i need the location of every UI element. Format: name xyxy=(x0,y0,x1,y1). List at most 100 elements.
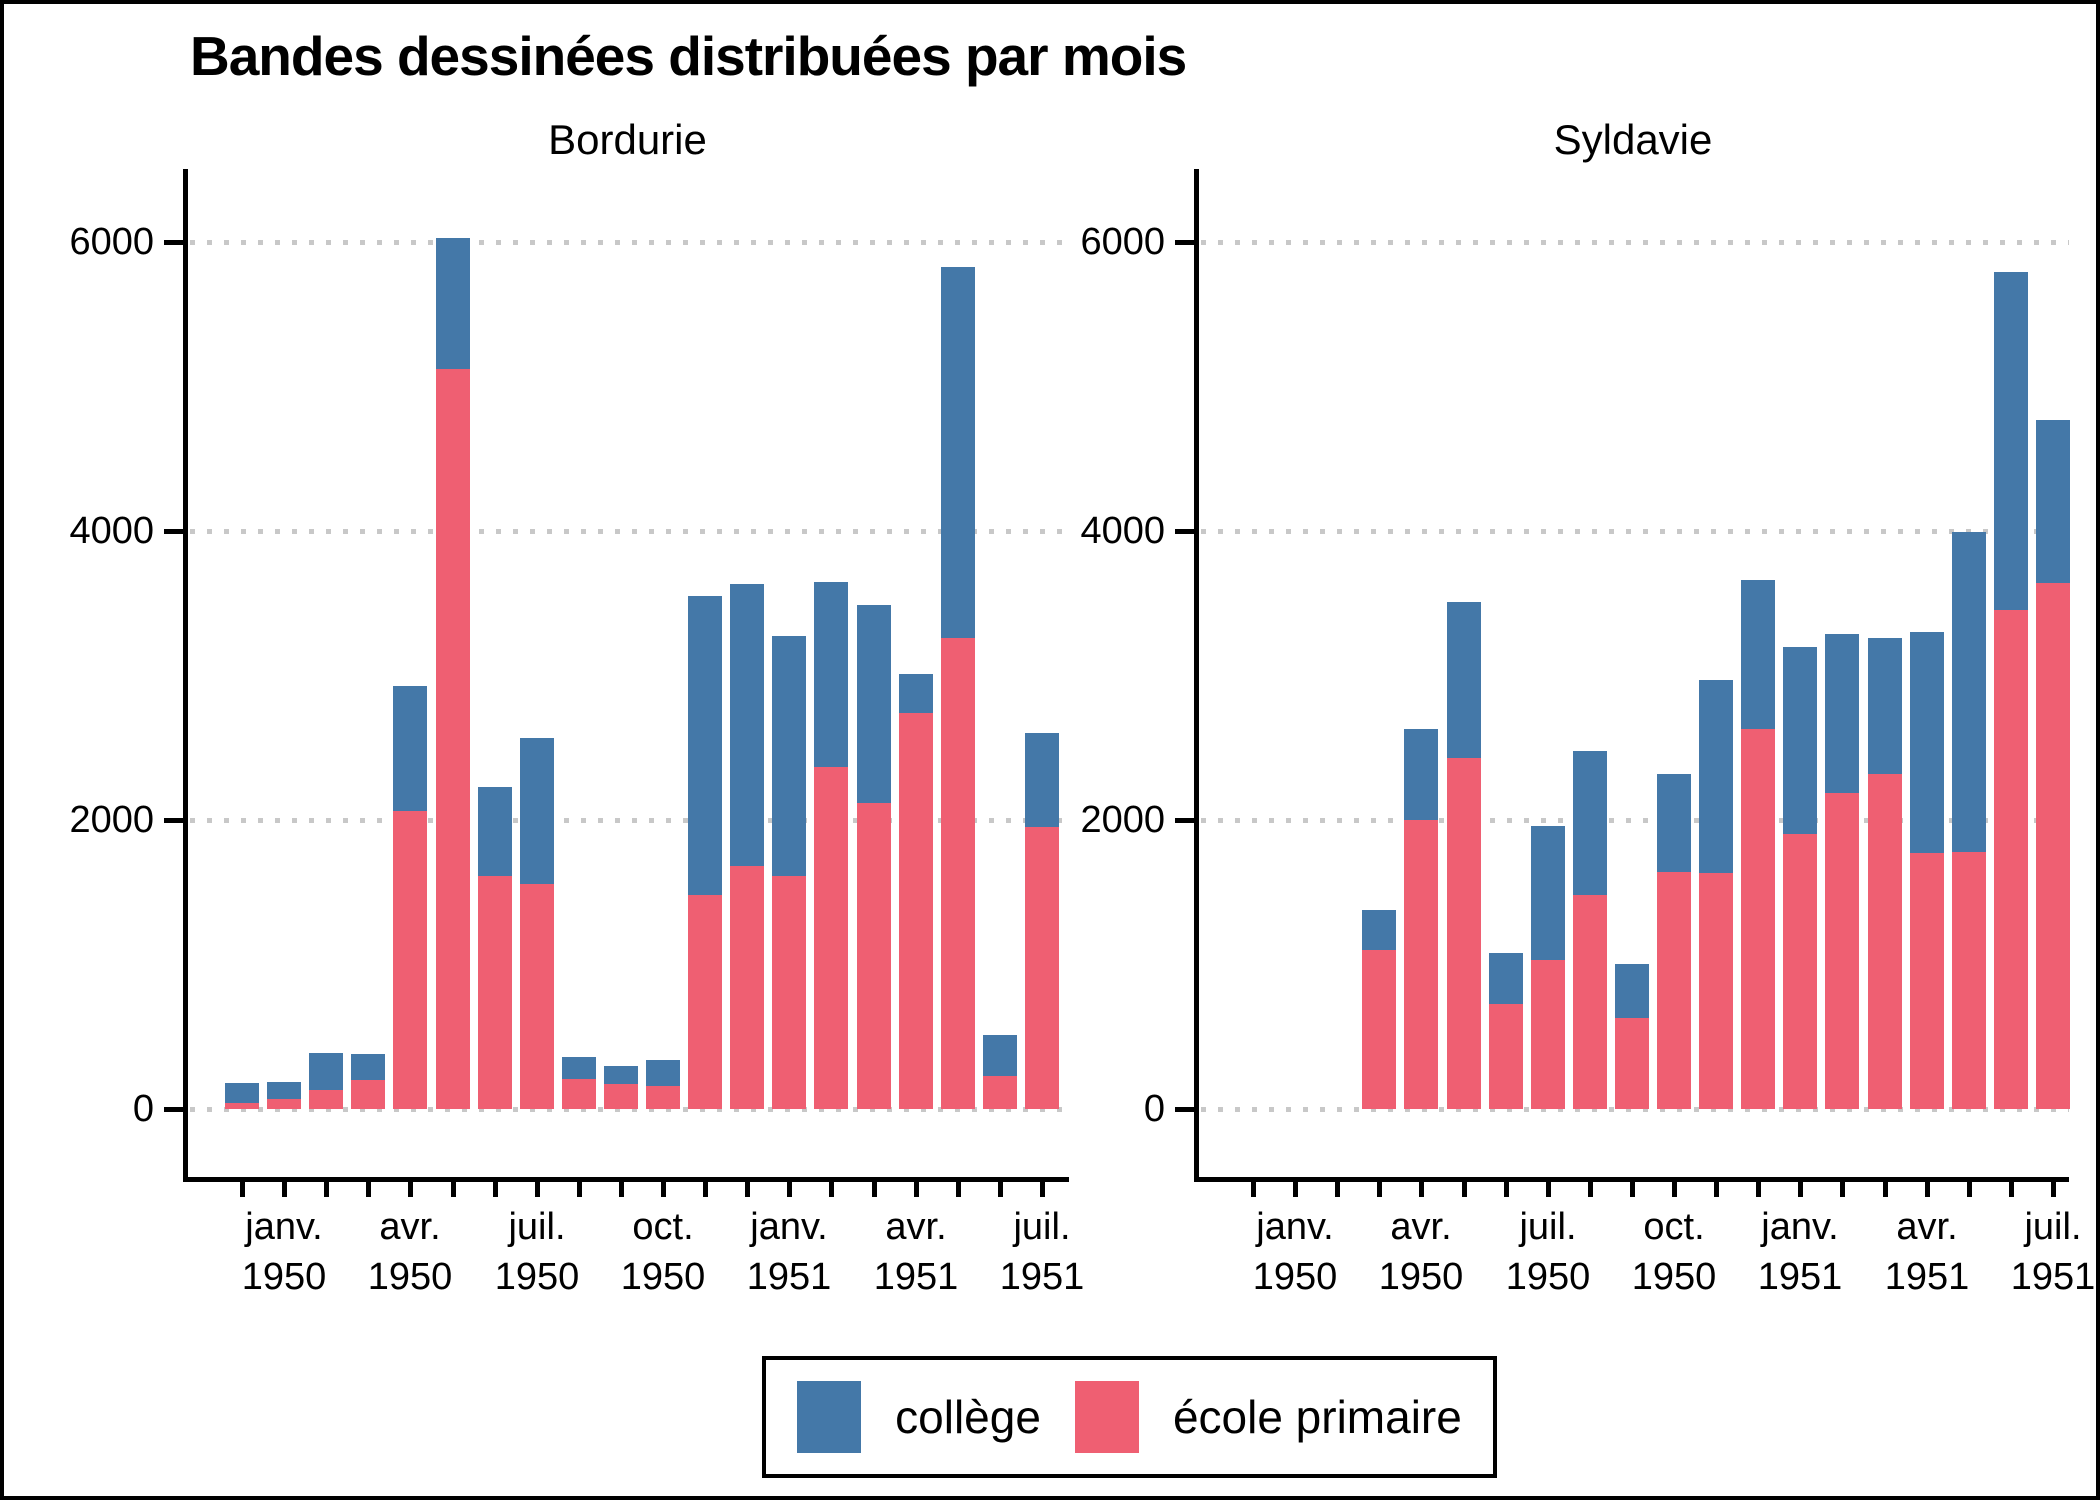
x-axis-label-avr. 1951: avr. 1951 xyxy=(873,1206,959,1298)
x-axis-tick-déc. 1950 xyxy=(745,1182,750,1197)
bar-Bordurie-sept. 1950-college xyxy=(604,1066,638,1084)
bar-Syldavie-juin 1951-college xyxy=(1994,272,2028,610)
x-axis-tick-juin 1951 xyxy=(998,1182,1003,1197)
legend-swatch-college xyxy=(797,1381,862,1453)
x-axis-tick-déc. 1949 xyxy=(1251,1182,1256,1197)
x-axis-tick-mars 1951 xyxy=(1883,1182,1888,1197)
y-axis xyxy=(183,169,188,1182)
y-axis-label-6000: 6000 xyxy=(69,221,154,263)
bar-Bordurie-juil. 1950-ecole-primaire xyxy=(520,884,554,1109)
x-axis-tick-janv. 1950 xyxy=(282,1182,287,1197)
bar-Syldavie-avr. 1950-college xyxy=(1404,729,1438,820)
y-axis-label-6000: 6000 xyxy=(1080,221,1165,263)
bar-Bordurie-mars 1950-college xyxy=(351,1054,385,1080)
bar-Bordurie-févr. 1951-college xyxy=(814,582,848,767)
x-axis xyxy=(1194,1177,2069,1182)
x-axis-tick-juil. 1951 xyxy=(1040,1182,1045,1197)
legend: collège école primaire xyxy=(762,1356,1497,1478)
x-axis-tick-janv. 1950 xyxy=(1293,1182,1298,1197)
bar-Syldavie-oct. 1950-ecole-primaire xyxy=(1657,872,1691,1109)
x-axis-tick-août 1950 xyxy=(577,1182,582,1197)
bar-Syldavie-avr. 1951-ecole-primaire xyxy=(1910,853,1944,1109)
chart-title: Bandes dessinées distribuées par mois xyxy=(190,25,1187,87)
y-axis-tick-0 xyxy=(1175,1107,1197,1112)
bar-Bordurie-avr. 1951-ecole-primaire xyxy=(899,713,933,1109)
bar-Syldavie-sept. 1950-ecole-primaire xyxy=(1615,1018,1649,1109)
bar-Syldavie-avr. 1950-ecole-primaire xyxy=(1404,820,1438,1109)
bar-Syldavie-juil. 1950-college xyxy=(1531,826,1565,960)
x-axis-tick-avr. 1950 xyxy=(408,1182,413,1197)
bar-Bordurie-nov. 1950-ecole-primaire xyxy=(688,895,722,1109)
bar-Bordurie-mars 1951-ecole-primaire xyxy=(857,803,891,1109)
y-axis-tick-2000 xyxy=(164,818,186,823)
y-axis-label-2000: 2000 xyxy=(69,799,154,841)
bar-Bordurie-janv. 1950-ecole-primaire xyxy=(267,1099,301,1109)
gridline-2000 xyxy=(190,818,1069,823)
bar-Syldavie-mai 1950-ecole-primaire xyxy=(1447,758,1481,1109)
bar-Bordurie-févr. 1950-ecole-primaire xyxy=(309,1090,343,1109)
bar-Syldavie-mars 1951-ecole-primaire xyxy=(1868,774,1902,1109)
bar-Bordurie-mars 1950-ecole-primaire xyxy=(351,1080,385,1109)
x-axis-label-juil. 1951: juil. 1951 xyxy=(999,1206,1085,1298)
x-axis-tick-oct. 1950 xyxy=(661,1182,666,1197)
x-axis-tick-févr. 1950 xyxy=(1335,1182,1340,1197)
gridline-2000 xyxy=(1201,818,2069,823)
x-axis-label-janv. 1951: janv. 1951 xyxy=(746,1206,832,1298)
gridline-6000 xyxy=(1201,240,2069,245)
x-axis-tick-sept. 1950 xyxy=(619,1182,624,1197)
gridline-6000 xyxy=(190,240,1069,245)
bar-Syldavie-mai 1951-college xyxy=(1952,532,1986,852)
bar-Syldavie-mai 1950-college xyxy=(1447,602,1481,758)
bar-Syldavie-juin 1951-ecole-primaire xyxy=(1994,610,2028,1109)
bar-Bordurie-oct. 1950-ecole-primaire xyxy=(646,1086,680,1109)
bar-Bordurie-févr. 1950-college xyxy=(309,1053,343,1090)
x-axis-label-avr. 1950: avr. 1950 xyxy=(367,1206,453,1298)
bar-Syldavie-mai 1951-ecole-primaire xyxy=(1952,852,1986,1109)
bar-Syldavie-mars 1950-ecole-primaire xyxy=(1362,950,1396,1109)
bar-Syldavie-oct. 1950-college xyxy=(1657,774,1691,872)
x-axis-label-janv. 1951: janv. 1951 xyxy=(1757,1206,1843,1298)
x-axis-tick-oct. 1950 xyxy=(1672,1182,1677,1197)
x-axis-tick-avr. 1951 xyxy=(914,1182,919,1197)
bar-Bordurie-oct. 1950-college xyxy=(646,1060,680,1086)
y-axis-label-2000: 2000 xyxy=(1080,799,1165,841)
x-axis-tick-mai 1951 xyxy=(1967,1182,1972,1197)
bar-Bordurie-mars 1951-college xyxy=(857,605,891,803)
x-axis-label-juil. 1950: juil. 1950 xyxy=(494,1206,580,1298)
x-axis-label-juil. 1950: juil. 1950 xyxy=(1505,1206,1591,1298)
y-axis xyxy=(1194,169,1199,1182)
bar-Bordurie-déc. 1950-college xyxy=(730,584,764,866)
x-axis-tick-mai 1950 xyxy=(1462,1182,1467,1197)
x-axis-tick-avr. 1951 xyxy=(1925,1182,1930,1197)
x-axis-tick-avr. 1950 xyxy=(1419,1182,1424,1197)
x-axis-tick-sept. 1950 xyxy=(1630,1182,1635,1197)
gridline-0 xyxy=(190,1107,1069,1112)
bar-Syldavie-juil. 1951-college xyxy=(2036,420,2070,583)
bar-Syldavie-déc. 1950-college xyxy=(1741,580,1775,729)
x-axis-tick-févr. 1951 xyxy=(829,1182,834,1197)
bar-Bordurie-janv. 1950-college xyxy=(267,1082,301,1099)
bar-Syldavie-févr. 1951-ecole-primaire xyxy=(1825,793,1859,1109)
x-axis-tick-févr. 1950 xyxy=(324,1182,329,1197)
bar-Bordurie-janv. 1951-college xyxy=(772,636,806,876)
bar-Syldavie-avr. 1951-college xyxy=(1910,632,1944,853)
bar-Bordurie-mai 1950-ecole-primaire xyxy=(436,369,470,1109)
x-axis-label-avr. 1950: avr. 1950 xyxy=(1378,1206,1464,1298)
x-axis-tick-mars 1950 xyxy=(1377,1182,1382,1197)
bar-Bordurie-juil. 1950-college xyxy=(520,738,554,884)
bar-Bordurie-janv. 1951-ecole-primaire xyxy=(772,876,806,1109)
bar-Bordurie-nov. 1950-college xyxy=(688,596,722,895)
legend-swatch-ecole-primaire xyxy=(1074,1381,1139,1453)
bar-Bordurie-juin 1951-ecole-primaire xyxy=(983,1076,1017,1109)
bar-Bordurie-déc. 1949-ecole-primaire xyxy=(225,1103,259,1109)
x-axis-tick-nov. 1950 xyxy=(703,1182,708,1197)
x-axis-tick-juin 1950 xyxy=(1504,1182,1509,1197)
x-axis-tick-mai 1950 xyxy=(451,1182,456,1197)
bar-Bordurie-juin 1950-college xyxy=(478,787,512,876)
x-axis-tick-juin 1951 xyxy=(2009,1182,2014,1197)
bar-Syldavie-mars 1951-college xyxy=(1868,638,1902,774)
legend-label-college: collège xyxy=(895,1391,1041,1443)
bar-Bordurie-mai 1950-college xyxy=(436,238,470,369)
bar-Bordurie-avr. 1950-college xyxy=(393,686,427,811)
panel-title-syldavie: Syldavie xyxy=(1553,116,1713,163)
